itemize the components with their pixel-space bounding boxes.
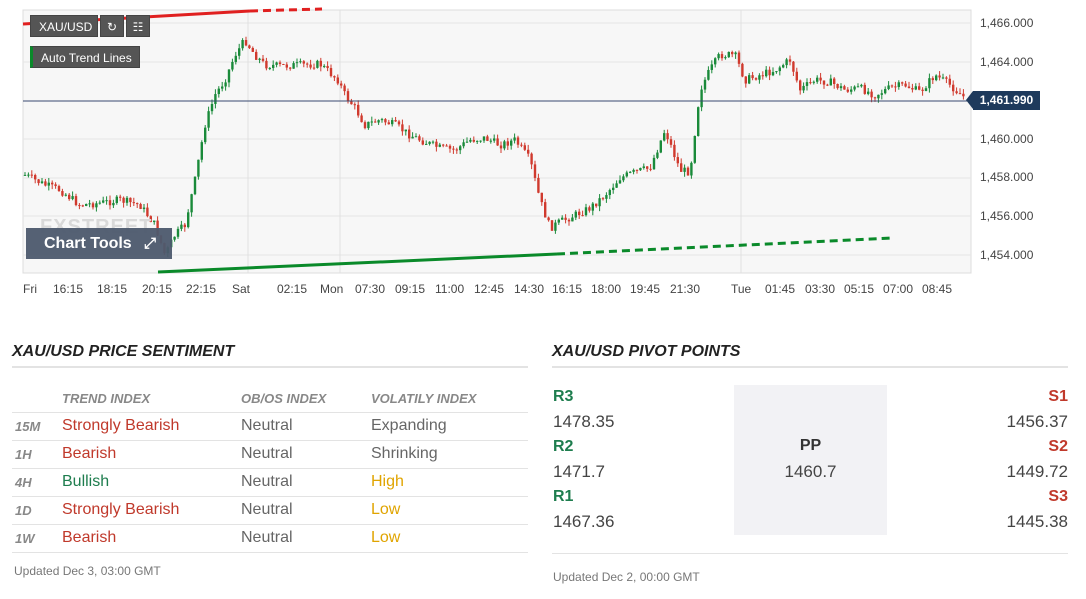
time-axis-label: 18:00 — [591, 282, 622, 296]
obos-cell: Neutral — [241, 468, 371, 497]
refresh-icon[interactable]: ↻ — [100, 15, 124, 37]
obos-cell: Neutral — [241, 496, 371, 525]
time-axis-label: Fri — [23, 282, 37, 296]
sentiment-table: TREND INDEX OB/OS INDEX VOLATILY INDEX 1… — [12, 386, 528, 553]
trend-cell: Bullish — [62, 468, 241, 497]
s3-value: 1445.38 — [1006, 512, 1068, 531]
time-axis-label: 21:30 — [670, 282, 701, 296]
time-axis-label: Sat — [232, 282, 251, 296]
price-axis-label: 1,458.000 — [980, 170, 1034, 184]
price-axis-label: 1,460.000 — [980, 132, 1034, 146]
s1-value: 1456.37 — [1006, 412, 1068, 431]
s2-label: S2 — [1048, 438, 1068, 455]
r1-label: R1 — [553, 488, 574, 505]
pp-value: 1460.7 — [784, 462, 837, 481]
table-header-row: TREND INDEX OB/OS INDEX VOLATILY INDEX — [12, 386, 528, 413]
time-axis-label: 19:45 — [630, 282, 661, 296]
r2-value: 1471.7 — [553, 462, 605, 481]
obos-cell: Neutral — [241, 524, 371, 553]
r3-value: 1478.35 — [553, 412, 615, 431]
time-axis-label: 18:15 — [97, 282, 128, 296]
volatility-cell: Low — [371, 496, 528, 525]
current-price-badge: 1,461.990 — [966, 91, 1040, 110]
sentiment-updated-timestamp: Updated Dec 3, 03:00 GMT — [14, 564, 161, 578]
time-axis-label: 08:45 — [922, 282, 953, 296]
trend-cell: Strongly Bearish — [62, 412, 241, 441]
candles — [23, 36, 965, 258]
timeframe-cell: 1W — [12, 524, 62, 553]
price-axis-label: 1,454.000 — [980, 248, 1034, 262]
obos-cell: Neutral — [241, 412, 371, 441]
volatility-cell: Expanding — [371, 412, 528, 441]
chart-grid — [23, 10, 971, 273]
table-row: 15M Strongly Bearish Neutral Expanding — [12, 412, 528, 441]
support-trend-line — [157, 252, 558, 274]
time-axis-label: 11:00 — [435, 282, 465, 296]
time-axis-label: 05:15 — [844, 282, 875, 296]
sentiment-title: XAU/USD PRICE SENTIMENT — [12, 343, 235, 360]
s1-label: S1 — [1048, 388, 1068, 405]
time-axis-label: 03:30 — [805, 282, 836, 296]
symbol-button[interactable]: XAU/USD — [30, 15, 98, 37]
price-axis-label: 1,464.000 — [980, 55, 1034, 69]
r3-label: R3 — [553, 388, 574, 405]
time-axis-label: 07:00 — [883, 282, 914, 296]
divider — [552, 553, 1068, 554]
pivot-updated-timestamp: Updated Dec 2, 00:00 GMT — [553, 570, 700, 584]
support-trend-projection — [556, 236, 893, 256]
s3-label: S3 — [1048, 488, 1068, 505]
time-axis-label: 16:15 — [53, 282, 84, 296]
column-header-obos: OB/OS INDEX — [241, 386, 371, 413]
volatility-cell: Shrinking — [371, 440, 528, 469]
r2-label: R2 — [553, 438, 574, 455]
trend-cell: Bearish — [62, 440, 241, 469]
price-axis-label: 1,466.000 — [980, 16, 1034, 30]
chart-tools-label: Chart Tools — [44, 235, 132, 252]
price-axis-label: 1,456.000 — [980, 209, 1034, 223]
chart-tools-button[interactable]: Chart Tools ⤢ — [26, 228, 172, 259]
volatility-cell: High — [371, 468, 528, 497]
timeframe-cell: 1D — [12, 496, 62, 525]
s2-value: 1449.72 — [1006, 462, 1068, 481]
column-header-trend: TREND INDEX — [62, 386, 241, 413]
chart-canvas[interactable] — [0, 0, 1086, 300]
time-axis-label: 02:15 — [277, 282, 308, 296]
divider — [12, 366, 528, 368]
r1-value: 1467.36 — [553, 512, 615, 531]
table-row: 1D Strongly Bearish Neutral Low — [12, 496, 528, 525]
timeframe-cell: 4H — [12, 468, 62, 497]
column-header-volatility: VOLATILY INDEX — [371, 386, 528, 413]
time-axis-label: 09:15 — [395, 282, 426, 296]
time-axis-label: Tue — [731, 282, 752, 296]
pivot-point-box: PP 1460.7 — [734, 385, 887, 535]
time-axis-label: 07:30 — [355, 282, 386, 296]
time-axis-label: 16:15 — [552, 282, 583, 296]
trend-cell: Bearish — [62, 524, 241, 553]
timeframe-cell: 15M — [12, 412, 62, 441]
column-header-timeframe — [12, 386, 62, 413]
time-axis-label: 20:15 — [142, 282, 173, 296]
price-chart[interactable]: FXSTREET XAU/USD ↻ ☷ Auto Trend Lines Ch… — [0, 0, 1086, 300]
divider — [552, 366, 1068, 368]
volatility-cell: Low — [371, 524, 528, 553]
bars-icon[interactable]: ☷ — [126, 15, 150, 37]
table-row: 1H Bearish Neutral Shrinking — [12, 440, 528, 469]
table-row: 4H Bullish Neutral High — [12, 468, 528, 497]
obos-cell: Neutral — [241, 440, 371, 469]
time-axis-label: 12:45 — [474, 282, 505, 296]
trend-cell: Strongly Bearish — [62, 496, 241, 525]
expand-icon: ⤢ — [143, 235, 156, 252]
time-axis-label: Mon — [320, 282, 344, 296]
time-axis-label: 01:45 — [765, 282, 796, 296]
time-axis-label: 14:30 — [514, 282, 545, 296]
time-axis-label: 22:15 — [186, 282, 217, 296]
pp-label: PP — [799, 437, 822, 454]
pivot-title: XAU/USD PIVOT POINTS — [552, 343, 741, 360]
timeframe-cell: 1H — [12, 440, 62, 469]
auto-trend-lines-button[interactable]: Auto Trend Lines — [30, 46, 140, 68]
table-row: 1W Bearish Neutral Low — [12, 524, 528, 553]
